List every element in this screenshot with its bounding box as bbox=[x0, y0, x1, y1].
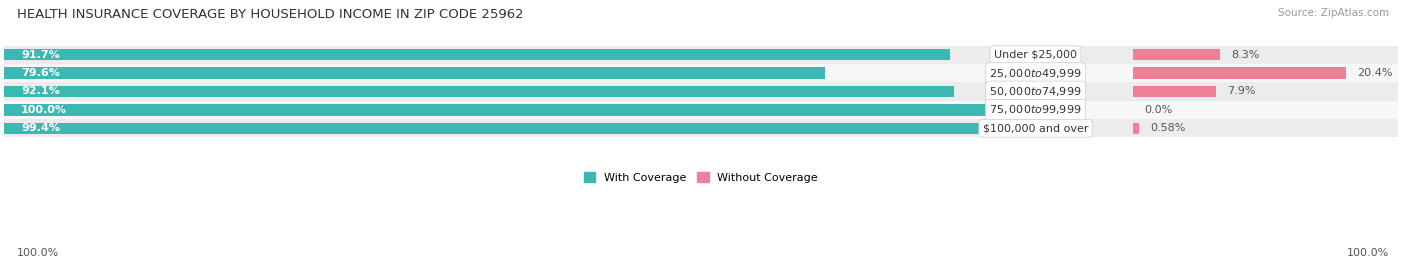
Text: 100.0%: 100.0% bbox=[17, 248, 59, 258]
Text: 0.0%: 0.0% bbox=[1144, 105, 1173, 115]
Text: 0.58%: 0.58% bbox=[1150, 123, 1185, 133]
Bar bbox=[1133, 123, 1139, 134]
Bar bbox=[4, 64, 1398, 82]
Text: $25,000 to $49,999: $25,000 to $49,999 bbox=[990, 67, 1081, 80]
Text: 7.9%: 7.9% bbox=[1227, 87, 1256, 97]
Text: $100,000 and over: $100,000 and over bbox=[983, 123, 1088, 133]
Text: 100.0%: 100.0% bbox=[1347, 248, 1389, 258]
Text: 20.4%: 20.4% bbox=[1358, 68, 1393, 78]
Bar bbox=[4, 86, 955, 97]
Text: $50,000 to $74,999: $50,000 to $74,999 bbox=[990, 85, 1081, 98]
Text: HEALTH INSURANCE COVERAGE BY HOUSEHOLD INCOME IN ZIP CODE 25962: HEALTH INSURANCE COVERAGE BY HOUSEHOLD I… bbox=[17, 8, 523, 21]
Text: 8.3%: 8.3% bbox=[1232, 50, 1260, 60]
Text: Under $25,000: Under $25,000 bbox=[994, 50, 1077, 60]
Bar bbox=[4, 101, 1398, 119]
Bar bbox=[4, 45, 1398, 64]
Bar bbox=[1133, 86, 1216, 97]
Bar bbox=[1133, 68, 1347, 79]
Bar bbox=[4, 123, 1029, 134]
Text: 92.1%: 92.1% bbox=[21, 87, 59, 97]
Text: 91.7%: 91.7% bbox=[21, 50, 59, 60]
Text: 99.4%: 99.4% bbox=[21, 123, 60, 133]
Text: $75,000 to $99,999: $75,000 to $99,999 bbox=[990, 103, 1081, 116]
Bar bbox=[4, 68, 825, 79]
Text: Source: ZipAtlas.com: Source: ZipAtlas.com bbox=[1278, 8, 1389, 18]
Legend: With Coverage, Without Coverage: With Coverage, Without Coverage bbox=[579, 168, 823, 187]
Text: 79.6%: 79.6% bbox=[21, 68, 60, 78]
Text: 100.0%: 100.0% bbox=[21, 105, 67, 115]
Bar bbox=[4, 82, 1398, 101]
Bar bbox=[4, 104, 1036, 116]
Bar bbox=[1133, 49, 1220, 61]
Bar bbox=[4, 119, 1398, 137]
Bar bbox=[4, 49, 950, 61]
